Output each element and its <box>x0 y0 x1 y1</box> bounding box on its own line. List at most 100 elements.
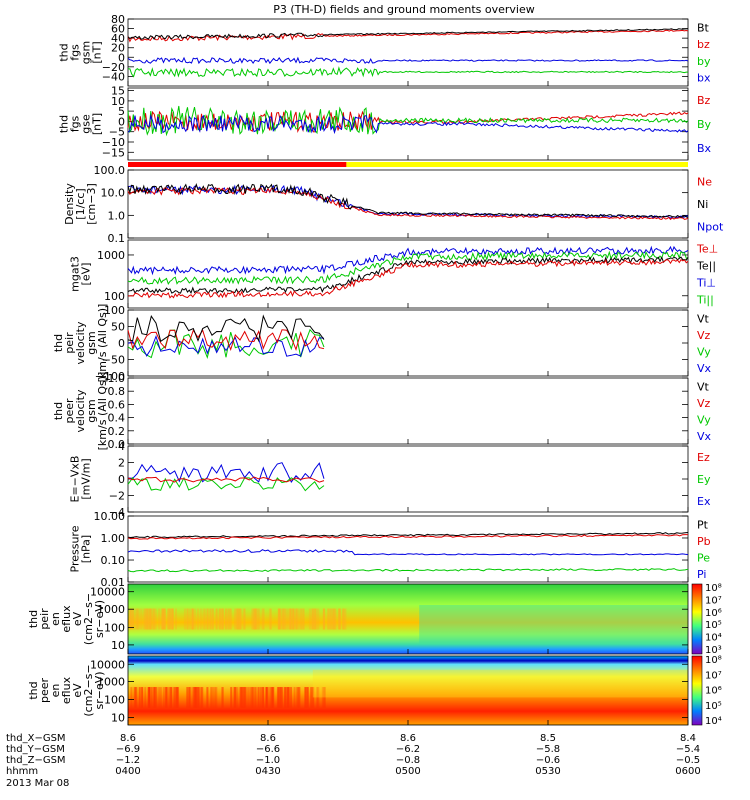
spectrogram-texture <box>314 608 317 630</box>
x-tick-value: −0.8 <box>396 755 420 766</box>
spectrogram-texture <box>169 687 172 708</box>
y-axis-label-line: [nT] <box>91 113 104 135</box>
y-axis-label-line: velocity <box>74 321 87 364</box>
spectrogram-texture <box>176 687 179 708</box>
x-tick-value: 0600 <box>675 766 700 777</box>
panel-frame <box>127 169 689 239</box>
spectrogram-texture <box>130 687 133 708</box>
spectrogram-texture <box>148 608 151 630</box>
y-tick-label: −15 <box>102 146 125 159</box>
spectrogram-texture <box>148 687 151 708</box>
spectrogram-texture <box>270 608 272 630</box>
spectrogram-texture <box>285 687 288 708</box>
legend-entry: Vz <box>697 397 711 410</box>
spectrogram-texture <box>153 687 155 708</box>
trace-ez <box>127 476 325 483</box>
spectrogram-texture <box>211 687 214 708</box>
spectrogram-texture <box>329 608 332 630</box>
spectrogram-texture <box>291 608 294 630</box>
spectrogram-texture <box>251 608 254 630</box>
spectrogram-texture <box>173 687 176 708</box>
spectrogram-texture <box>279 687 282 708</box>
spectrogram-texture <box>327 608 330 630</box>
y-axis-label-line: thd <box>52 402 65 420</box>
y-tick-label: 10.0 <box>101 187 126 200</box>
spectrogram-texture <box>212 608 214 630</box>
spectrogram-texture <box>265 687 268 708</box>
legend-entry: Pe <box>697 551 710 564</box>
spectrogram-texture <box>287 687 290 708</box>
legend-entry: Vy <box>697 413 711 426</box>
trace-ni <box>127 182 689 218</box>
spectrogram-texture <box>271 687 274 708</box>
spectrogram-texture <box>313 608 316 630</box>
spectrogram-texture <box>238 608 241 630</box>
spectrogram-texture <box>262 687 265 708</box>
spectrogram-texture <box>278 687 281 708</box>
y-axis-label: thdpeervelocitygsm[km/s (All Qs)] <box>52 372 109 451</box>
legend-entry: Vx <box>697 362 712 375</box>
spectrogram-texture <box>177 687 180 708</box>
panel-peer-spec: 10⁸ 10⁷ 10⁶ 10⁵ 10⁴ 10000 1000 100 10 thdpeerenef… <box>27 655 722 727</box>
spectrogram-texture <box>158 687 161 708</box>
spectrogram-texture <box>222 687 224 708</box>
trace-pi <box>127 549 689 556</box>
y-tick-label: 100 <box>104 621 125 634</box>
spectrogram-texture <box>242 687 245 708</box>
status-bar-yellow <box>346 162 688 167</box>
trace-bz-gse <box>127 110 689 133</box>
spectrogram-texture <box>276 687 279 708</box>
spectrogram-texture <box>148 687 151 708</box>
y-axis-label: thdfgsgse[nT] <box>58 113 104 135</box>
spectrogram-texture <box>225 608 228 630</box>
y-tick-label: −40 <box>102 70 125 83</box>
spectrogram-texture <box>144 687 147 708</box>
panel-frame <box>127 377 689 445</box>
spectrogram-texture <box>279 608 282 630</box>
spectrogram-texture <box>191 608 194 630</box>
y-axis-label-line: [nT] <box>91 41 104 63</box>
spectrogram-texture <box>308 608 311 630</box>
status-bar-red <box>128 162 347 167</box>
y-axis-label-line: [eV] <box>80 263 93 286</box>
spectrogram-texture <box>329 608 332 630</box>
spectrogram-texture <box>334 608 337 630</box>
legend-entry: Bt <box>697 21 710 34</box>
y-tick-label: −4 <box>109 506 125 519</box>
spectrogram-texture <box>266 687 269 708</box>
spectrogram-texture <box>338 608 341 630</box>
spectrogram-texture <box>312 687 315 708</box>
y-tick-label: 0 <box>118 115 125 128</box>
spectrogram-texture <box>286 687 289 708</box>
spectrogram-texture <box>270 687 273 708</box>
y-axis-label-line: peir <box>63 332 76 354</box>
y-tick-label: 5 <box>118 105 125 118</box>
trace-ti-par <box>127 250 689 286</box>
spectrogram-texture <box>342 608 345 630</box>
spectrogram-texture <box>327 608 330 630</box>
spectrogram-texture <box>236 608 239 630</box>
spectrogram-texture <box>278 608 281 630</box>
spectrogram-texture <box>316 687 319 708</box>
spectrogram-texture <box>299 608 302 630</box>
y-axis-label-line: [km/s (All Qs)] <box>96 372 109 451</box>
y-tick-label: 2 <box>118 457 125 470</box>
y-tick-label: 0.8 <box>108 385 126 398</box>
spectrogram-texture <box>200 687 203 708</box>
colorbar-tick-label: 10⁵ <box>705 701 722 712</box>
spectrogram-texture <box>248 687 251 708</box>
legend-entry: Ti|| <box>696 294 714 307</box>
spectrogram-texture <box>252 687 255 708</box>
spectrogram-texture <box>193 687 196 708</box>
spectrogram-texture <box>306 687 309 708</box>
spectrogram-texture <box>227 608 230 630</box>
spectrogram-texture <box>167 608 170 630</box>
legend-entry: Npot <box>697 221 724 234</box>
y-axis-label-line: [km/s (All Qs)] <box>96 304 109 383</box>
spectrogram-texture <box>159 687 162 708</box>
trace-by <box>127 66 688 78</box>
spectrogram-texture <box>271 687 274 708</box>
y-tick-label: −20 <box>102 61 125 74</box>
spectrogram-texture <box>197 687 200 708</box>
spectrogram-texture <box>281 608 284 630</box>
